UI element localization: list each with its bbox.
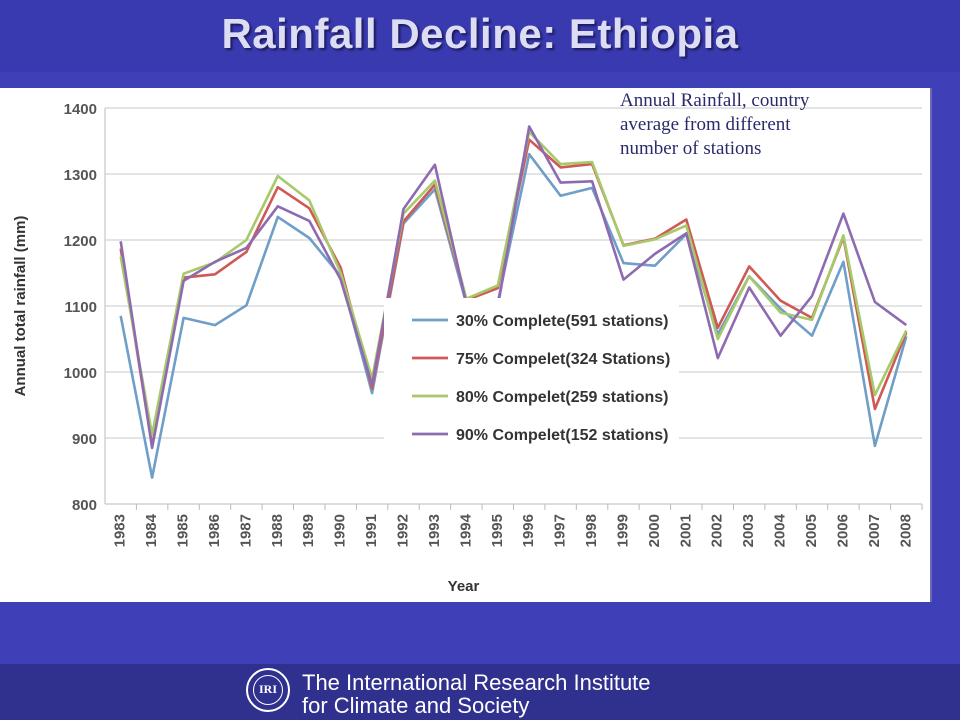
y-tick-label: 1100 (64, 299, 97, 316)
x-tick-label: 1983 (112, 514, 129, 547)
legend-label: 90% Compelet(152 stations) (456, 427, 669, 444)
y-tick-label: 1200 (64, 233, 97, 250)
x-tick-label: 2005 (803, 514, 820, 547)
x-tick-label: 2008 (897, 514, 914, 547)
x-tick-label: 1996 (520, 514, 537, 547)
x-tick-label: 1986 (206, 514, 223, 547)
x-tick-label: 1988 (269, 514, 286, 547)
y-tick-label: 1300 (64, 167, 97, 184)
x-tick-label: 1985 (175, 514, 192, 547)
x-tick-label: 1990 (332, 514, 349, 547)
organization-name: The International Research Institute for… (302, 671, 651, 717)
x-tick-label: 2001 (677, 514, 694, 547)
slide-title: Rainfall Decline: Ethiopia (221, 10, 739, 57)
organization-line-2: for Climate and Society (302, 693, 530, 718)
x-tick-label: 2007 (866, 514, 883, 547)
x-tick-label: 2003 (740, 514, 757, 547)
legend-label: 75% Compelet(324 Stations) (456, 351, 670, 368)
x-tick-label: 1994 (457, 513, 474, 547)
x-tick-label: 1993 (426, 514, 443, 547)
chart-panel: 800 900 1000 1100 1200 1300 1400 1983 1984 1985 19… (0, 88, 932, 602)
x-tick-label: 1984 (143, 513, 160, 547)
x-tick-label: 1999 (614, 514, 631, 547)
iri-logo-text: IRI (253, 675, 283, 705)
iri-logo-icon: IRI (246, 668, 290, 712)
x-tick-label: 1987 (237, 514, 254, 547)
y-tick-label: 1400 (64, 101, 97, 118)
slide-header: Rainfall Decline: Ethiopia (0, 0, 960, 72)
y-axis-title: Annual total rainfall (mm) (12, 216, 29, 397)
legend-label: 30% Complete(591 stations) (456, 313, 669, 330)
footer-bar (0, 664, 960, 720)
x-tick-label: 1991 (363, 514, 380, 547)
x-tick-label: 1998 (583, 514, 600, 547)
series-line (119, 130, 908, 437)
legend-label: 80% Compelet(259 stations) (456, 389, 669, 406)
x-axis-title: Year (448, 578, 480, 595)
series-line (119, 125, 908, 450)
x-tick-label: 2004 (772, 513, 789, 547)
chart-annotation: Annual Rainfall, country average from di… (620, 90, 810, 159)
x-tick-label: 1997 (552, 514, 569, 547)
x-tick-label: 1992 (394, 514, 411, 547)
y-tick-label: 900 (72, 431, 97, 448)
x-tick-label: 1995 (489, 514, 506, 547)
x-tick-label: 2000 (646, 514, 663, 547)
x-tick-label: 1989 (300, 514, 317, 547)
x-tick-label: 2002 (709, 514, 726, 547)
y-tick-label: 800 (72, 497, 97, 514)
series-line (119, 152, 908, 479)
organization-line-1: The International Research Institute (302, 670, 651, 695)
x-tick-label: 2006 (834, 514, 851, 547)
y-tick-label: 1000 (64, 365, 97, 382)
rainfall-line-chart: 800 900 1000 1100 1200 1300 1400 1983 1984 1985 19… (12, 101, 923, 595)
